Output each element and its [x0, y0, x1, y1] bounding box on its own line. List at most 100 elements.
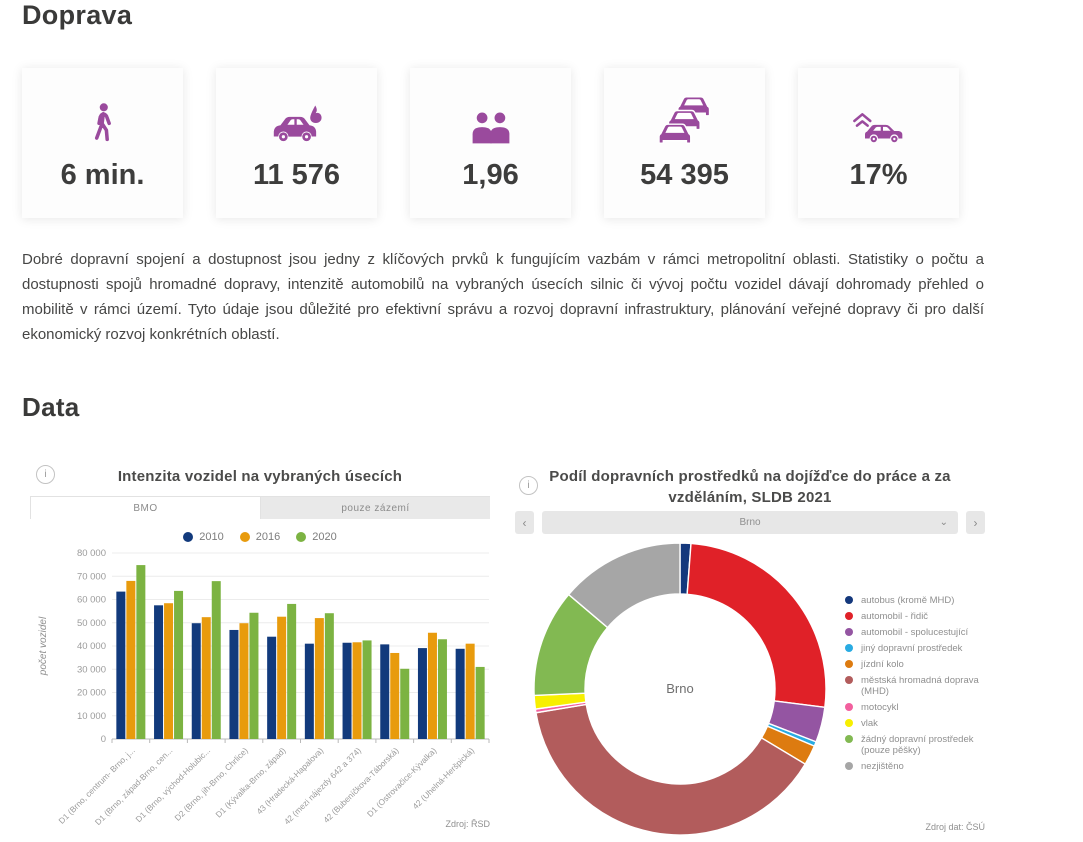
stat-value: 6 min.	[60, 159, 145, 191]
y-axis-title: počet vozidel	[38, 616, 49, 676]
donut-slice[interactable]	[535, 703, 807, 836]
legend-dot	[845, 735, 853, 743]
bar-2010[interactable]	[229, 629, 239, 739]
x-category-label: D2 (Brno, jih-Brno, Chrlice)	[172, 745, 250, 823]
bar-2016[interactable]	[126, 580, 136, 739]
donut-slice[interactable]	[567, 542, 681, 629]
traffic-jam-icon	[658, 94, 711, 146]
legend-item[interactable]: jízdní kolo	[845, 659, 987, 670]
legend-label: jiný dopravní prostředek	[861, 643, 963, 654]
y-tick-label: 30 000	[77, 664, 106, 675]
bar-2016[interactable]	[277, 616, 287, 739]
bar-2010[interactable]	[380, 644, 390, 739]
bar-2020[interactable]	[437, 639, 447, 739]
donut-chart-plot	[533, 542, 827, 836]
info-icon[interactable]: i	[519, 476, 538, 495]
prev-region-button[interactable]: ‹	[515, 511, 534, 534]
bar-2010[interactable]	[116, 591, 126, 739]
bar-2010[interactable]	[267, 636, 277, 739]
legend-label: vlak	[861, 718, 878, 729]
tab-pouze-zazemi[interactable]: pouze zázemí	[261, 496, 490, 519]
bar-2010[interactable]	[304, 643, 314, 739]
donut-chart-panel: i Podíl dopravních prostředků na dojížďc…	[515, 464, 987, 836]
legend-label: žádný dopravní prostředek (pouze pěšky)	[861, 734, 974, 756]
x-category-label: D1 (Ostrovačice-Kývalka)	[365, 745, 439, 819]
stat-card-traffic: 54 395	[604, 68, 765, 218]
bar-2020[interactable]	[400, 668, 410, 739]
bar-2020[interactable]	[136, 565, 146, 739]
x-category-label: 42 (Bubeníčkova-Táborská)	[321, 745, 401, 825]
legend-label: nezjištěno	[861, 761, 904, 772]
bar-2016[interactable]	[164, 603, 174, 739]
y-tick-label: 10 000	[77, 711, 106, 722]
donut-slice[interactable]	[686, 542, 827, 709]
bar-2010[interactable]	[342, 642, 352, 739]
stat-value: 17%	[849, 159, 908, 191]
bar-2010[interactable]	[417, 648, 427, 739]
legend-item[interactable]: automobil - řidič	[845, 611, 987, 622]
bar-2016[interactable]	[314, 618, 324, 739]
legend-dot	[239, 532, 250, 542]
legend-item-2016[interactable]: 2016	[239, 531, 281, 543]
bar-2020[interactable]	[249, 612, 259, 739]
legend-item-2020[interactable]: 2020	[296, 531, 337, 543]
legend-item[interactable]: vlak	[845, 718, 987, 729]
legend-item[interactable]: automobil - spolucestující	[845, 627, 987, 638]
legend-item[interactable]: nezjištěno	[845, 761, 987, 772]
bar-2020[interactable]	[287, 603, 297, 739]
bar-chart-source: Zdroj: ŘSD	[445, 819, 490, 829]
bar-2016[interactable]	[201, 617, 211, 739]
legend-dot	[845, 660, 853, 668]
intro-paragraph: Dobré dopravní spojení a dostupnost jsou…	[22, 251, 984, 343]
bar-2016[interactable]	[239, 623, 249, 739]
x-category-label: 43 (Hradecká-Hapalova)	[254, 745, 325, 816]
legend-label: 2016	[255, 531, 281, 543]
legend-label: městská hromadná doprava (MHD)	[861, 675, 979, 697]
bar-chart-header: i Intenzita vozidel na vybraných úsecích	[30, 464, 490, 487]
legend-item[interactable]: žádný dopravní prostředek (pouze pěšky)	[845, 734, 987, 756]
legend-label: automobil - řidič	[861, 611, 929, 622]
page-title: Doprava	[22, 0, 133, 30]
tab-bmo[interactable]: BMO	[30, 496, 261, 519]
car-fire-icon	[268, 94, 326, 146]
legend-item[interactable]: jiný dopravní prostředek	[845, 643, 987, 654]
bar-chart-title: Intenzita vozidel na vybraných úsecích	[117, 468, 403, 485]
bar-2020[interactable]	[475, 666, 485, 739]
y-tick-label: 0	[101, 734, 106, 745]
chevron-down-icon: ⌄	[939, 516, 948, 528]
region-dropdown[interactable]: Brno ⌄	[542, 511, 958, 534]
legend-item-2010[interactable]: 2010	[183, 531, 224, 543]
legend-dot	[845, 628, 853, 636]
bar-2020[interactable]	[362, 640, 372, 739]
bar-2016[interactable]	[390, 652, 400, 739]
legend-item[interactable]: městská hromadná doprava (MHD)	[845, 675, 987, 697]
y-tick-label: 40 000	[77, 641, 106, 652]
y-tick-label: 60 000	[77, 595, 106, 606]
donut-chart-title: Podíl dopravních prostředků na dojížďce …	[549, 468, 951, 506]
legend-item[interactable]: motocykl	[845, 702, 987, 713]
bar-2010[interactable]	[455, 648, 465, 739]
bar-2010[interactable]	[154, 605, 164, 739]
bar-2016[interactable]	[352, 642, 362, 739]
bar-2020[interactable]	[174, 590, 184, 739]
chevron-right-icon: ›	[973, 515, 978, 530]
legend-item[interactable]: autobus (kromě MHD)	[845, 595, 987, 606]
stat-cards: 6 min. 11 576 1,96	[22, 68, 959, 218]
bar-2010[interactable]	[191, 623, 201, 739]
stat-card-persons-per-car: 1,96	[410, 68, 571, 218]
bar-chart-plot: 0 10 000 20 000 30 000 40 000 50 000 60 000 70 …	[38, 548, 490, 825]
bar-2016[interactable]	[465, 643, 475, 739]
next-region-button[interactable]: ›	[966, 511, 985, 534]
y-tick-label: 50 000	[77, 618, 106, 629]
bar-2020[interactable]	[324, 613, 334, 739]
bar-chart-tabs: BMO pouze zázemí	[30, 496, 490, 519]
donut-chart-header: i Podíl dopravních prostředků na dojížďc…	[515, 464, 985, 508]
legend-label: 2020	[312, 531, 337, 543]
legend-dot	[296, 532, 307, 542]
info-icon[interactable]: i	[36, 465, 55, 484]
bar-2016[interactable]	[427, 632, 437, 739]
region-dropdown-value: Brno	[739, 517, 761, 528]
legend-dot	[183, 532, 194, 542]
legend-dot	[845, 719, 853, 727]
bar-2020[interactable]	[211, 581, 221, 739]
